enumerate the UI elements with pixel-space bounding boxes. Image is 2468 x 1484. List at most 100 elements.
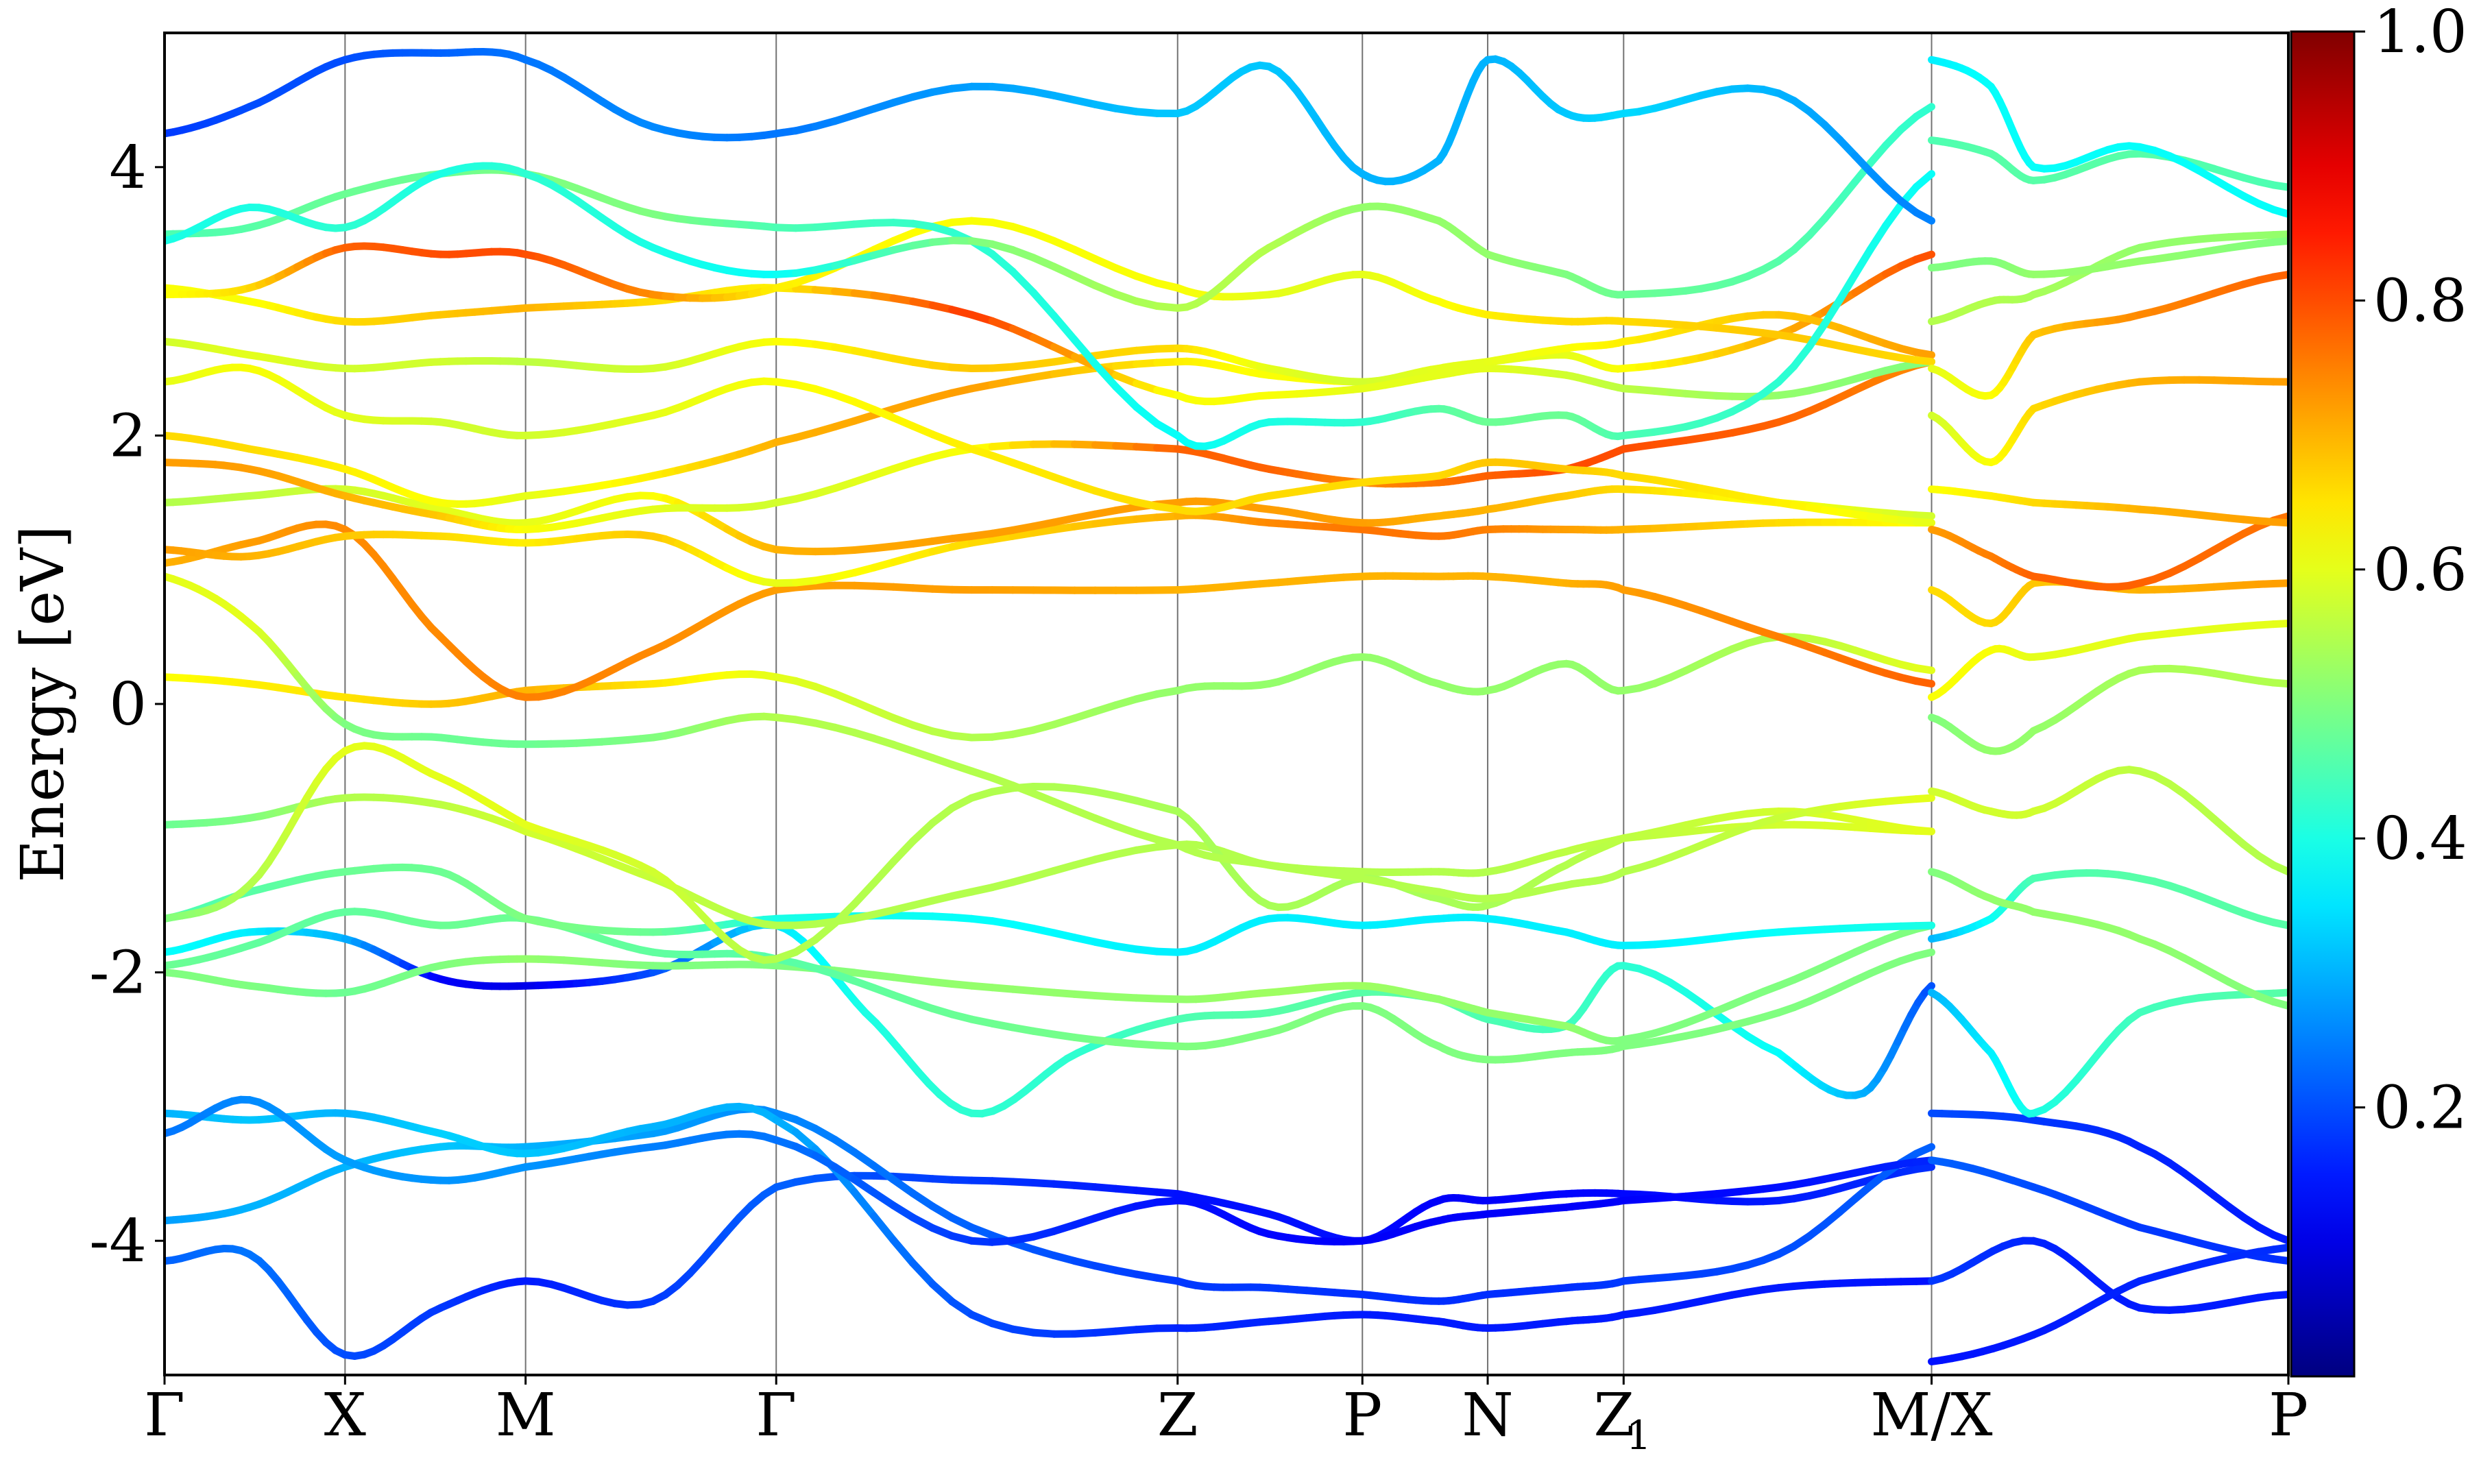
band-segment <box>1916 952 1931 956</box>
band-segment <box>2273 683 2288 684</box>
kpoint-label: Z <box>1157 1381 1198 1450</box>
band-segment <box>2273 522 2288 523</box>
band-segment <box>2273 210 2288 214</box>
band-segment <box>2273 1248 2288 1250</box>
y-tick-label: 2 <box>109 402 147 470</box>
kpoint-label: M <box>496 1381 556 1450</box>
band-line <box>1932 489 2289 523</box>
band-segment <box>893 1240 913 1263</box>
band-segment <box>854 1192 874 1216</box>
x-tick-label: Γ <box>144 1381 185 1450</box>
band-segment <box>874 862 894 883</box>
band-line <box>165 637 1932 738</box>
band-line <box>1932 872 2289 1006</box>
band-segment <box>1870 226 1885 250</box>
band-segment <box>854 883 874 904</box>
band-line <box>165 52 1932 221</box>
band-segment <box>2273 1235 2288 1241</box>
colorbar-tick-label: 0.6 <box>2373 536 2467 605</box>
kpoint-label: P <box>2269 1381 2308 1450</box>
band-segment <box>1916 352 1931 355</box>
band-segment <box>2273 923 2288 925</box>
x-ticks: Γ X M Γ Z P N Z1 M/X P <box>144 1375 2308 1459</box>
band-line <box>165 524 1932 697</box>
band-segment <box>913 1263 933 1284</box>
colorbar: 0.2 0.4 0.6 0.8 1.0 <box>2291 0 2467 1376</box>
band-segment <box>1916 798 1931 799</box>
colorbar-tick-label: 1.0 <box>2373 0 2467 66</box>
band-line <box>165 925 1932 1114</box>
band-segment <box>2273 234 2288 235</box>
band-segment <box>2273 185 2288 187</box>
kpoint-subscript: 1 <box>1626 1412 1652 1459</box>
band-segment <box>1916 830 1931 831</box>
x-tick-label: P <box>2269 1381 2308 1450</box>
band-segment <box>874 1216 894 1240</box>
x-tick-label: N <box>1462 1381 1513 1450</box>
kpoint-label: Γ <box>144 1381 185 1450</box>
band-segment <box>1916 360 1931 361</box>
band-segment <box>1013 271 1033 293</box>
band-segment <box>2273 583 2288 584</box>
band-line <box>165 867 1932 952</box>
band-segment <box>1916 107 1931 117</box>
x-tick-label: Γ <box>755 1381 797 1450</box>
band-segment <box>1116 387 1137 407</box>
band-segment <box>2273 241 2288 243</box>
colorbar-tick-label: 0.8 <box>2373 267 2467 335</box>
band-line <box>165 170 1932 446</box>
band-segment <box>1054 316 1074 340</box>
band-segment <box>1916 1167 1931 1169</box>
band-segment <box>1916 515 1931 516</box>
y-ticks: -4 -2 0 2 4 <box>89 134 165 1276</box>
band-segment <box>1916 668 1931 670</box>
x-tick-label: M <box>496 1381 556 1450</box>
band-segment <box>1916 212 1931 221</box>
band-segment <box>2273 1002 2288 1006</box>
band-line <box>165 1099 1932 1242</box>
kpoint-label: Γ <box>755 1381 797 1450</box>
y-tick-label: -4 <box>89 1207 147 1276</box>
x-tick-label: X <box>324 1381 366 1450</box>
kpoint-label: N <box>1462 1381 1513 1450</box>
x-tick-label: M/X <box>1870 1381 1992 1450</box>
band-segment <box>2273 1295 2288 1296</box>
kpoint-lines <box>345 33 1931 1375</box>
colorbar-tick-label: 0.4 <box>2373 805 2467 873</box>
band-segment <box>913 823 933 842</box>
band-line <box>1932 60 2289 214</box>
x-tick-label: Z1 <box>1593 1381 1651 1459</box>
colorbar-gradient <box>2291 32 2354 1376</box>
band-line <box>1932 668 2289 751</box>
band-segment <box>2273 865 2288 872</box>
band-line <box>165 107 1932 308</box>
kpoint-label: M/X <box>1870 1381 1992 1450</box>
y-tick-label: 0 <box>109 670 147 739</box>
kpoint-label: P <box>1342 1381 1382 1450</box>
y-tick-label: 4 <box>109 134 147 202</box>
band-line <box>1932 516 2289 587</box>
y-axis-label: Energy [eV] <box>9 525 77 882</box>
band-line <box>165 1109 1932 1302</box>
colorbar-tick-label: 0.2 <box>2373 1074 2467 1143</box>
band-line <box>1932 770 2289 872</box>
band-segment <box>2273 1259 2288 1261</box>
band-segment <box>1916 1147 1931 1154</box>
band-segment <box>1886 205 1901 226</box>
band-line <box>165 1106 1932 1334</box>
band-segment <box>2273 274 2288 277</box>
band-segment <box>1855 250 1870 275</box>
band-segment <box>1916 925 1931 926</box>
band-segment <box>992 254 1013 272</box>
band-segment <box>1916 254 1931 259</box>
band-segment <box>932 1284 952 1302</box>
x-tick-label: Z <box>1157 1381 1198 1450</box>
y-tick-label: -2 <box>89 939 147 1008</box>
band-segment <box>893 841 913 862</box>
colorbar-ticks: 0.2 0.4 0.6 0.8 1.0 <box>2354 0 2467 1143</box>
band-segment <box>1137 407 1157 424</box>
band-lines <box>165 52 2288 1362</box>
band-segment <box>1916 681 1931 684</box>
band-line <box>1932 993 2289 1114</box>
